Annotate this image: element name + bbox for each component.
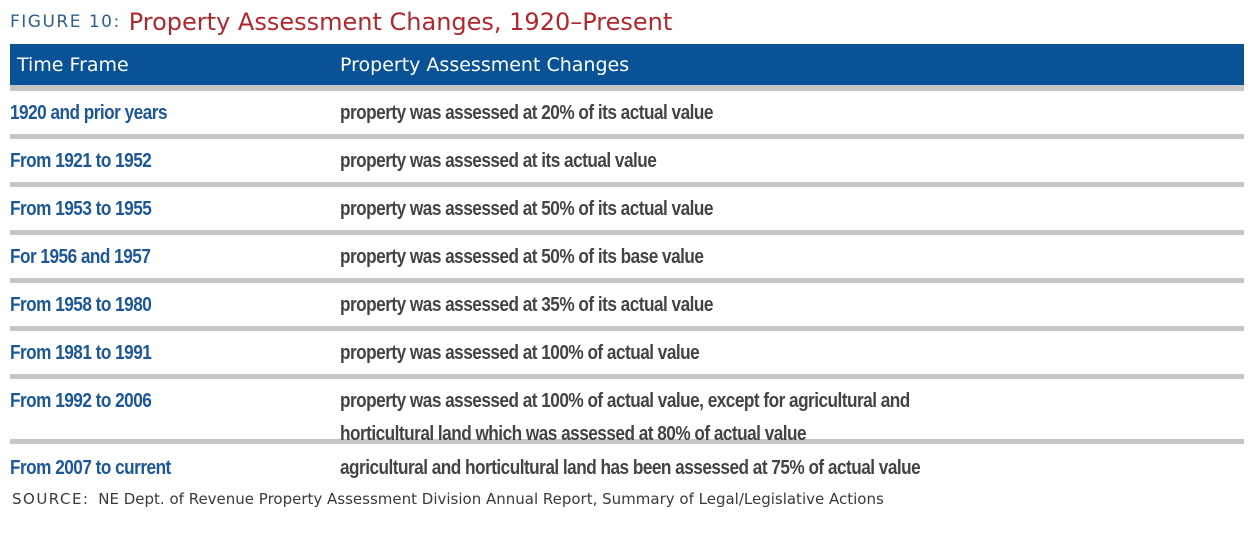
assessment-line: agricultural and horticultural land has … <box>340 457 921 479</box>
header-property-assessment-changes: Property Assessment Changes <box>340 53 630 76</box>
table-row: From 2007 to current agricultural and ho… <box>10 444 1244 488</box>
assessment-line: property was assessed at 100% of actual … <box>340 342 700 364</box>
time-frame-cell: From 1953 to 1955 <box>10 198 152 220</box>
assessment-change-cell: property was assessed at 50% of its base… <box>340 241 704 274</box>
time-frame-cell: For 1956 and 1957 <box>10 246 151 268</box>
source-text: NE Dept. of Revenue Property Assessment … <box>98 490 884 508</box>
time-frame-cell: 1920 and prior years <box>10 102 168 124</box>
assessment-line: property was assessed at 50% of its base… <box>340 246 704 268</box>
assessment-change-cell: property was assessed at 35% of its actu… <box>340 289 713 322</box>
time-frame-cell: From 1921 to 1952 <box>10 150 152 172</box>
header-time-frame: Time Frame <box>17 53 129 76</box>
table-row: From 1958 to 1980 property was assessed … <box>10 283 1244 331</box>
assessment-change-cell: property was assessed at 20% of its actu… <box>340 97 713 130</box>
assessment-change-cell: property was assessed at 100% of actual … <box>340 337 700 370</box>
time-frame-cell: From 1992 to 2006 <box>10 390 152 412</box>
table-row: 1920 and prior years property was assess… <box>10 91 1244 139</box>
time-frame-cell: From 2007 to current <box>10 457 171 479</box>
assessment-change-cell: agricultural and horticultural land has … <box>340 452 921 485</box>
table-row: For 1956 and 1957 property was assessed … <box>10 235 1244 283</box>
assessment-line: horticultural land which was assessed at… <box>340 423 807 445</box>
time-frame-cell: From 1958 to 1980 <box>10 294 152 316</box>
table-row: From 1921 to 1952 property was assessed … <box>10 139 1244 187</box>
assessment-change-cell: property was assessed at its actual valu… <box>340 145 657 178</box>
figure: FIGURE 10: Property Assessment Changes, … <box>10 0 1244 508</box>
assessment-line: property was assessed at 20% of its actu… <box>340 102 713 124</box>
source-note: SOURCE: NE Dept. of Revenue Property Ass… <box>10 490 1244 508</box>
assessment-change-cell: property was assessed at 100% of actual … <box>340 385 910 451</box>
assessment-line: property was assessed at 50% of its actu… <box>340 198 713 220</box>
table-row: From 1981 to 1991 property was assessed … <box>10 331 1244 379</box>
figure-title: FIGURE 10: Property Assessment Changes, … <box>10 0 1244 44</box>
table-header: Time Frame Property Assessment Changes <box>10 44 1244 91</box>
figure-title-text: Property Assessment Changes, 1920–Presen… <box>128 8 673 36</box>
table-row: From 1992 to 2006 property was assessed … <box>10 379 1244 445</box>
assessment-line: property was assessed at its actual valu… <box>340 150 657 172</box>
source-label: SOURCE: <box>12 490 90 508</box>
assessment-line: property was assessed at 35% of its actu… <box>340 294 713 316</box>
time-frame-cell: From 1981 to 1991 <box>10 342 152 364</box>
figure-label: FIGURE 10: <box>10 12 121 32</box>
table-row: From 1953 to 1955 property was assessed … <box>10 187 1244 235</box>
assessment-change-cell: property was assessed at 50% of its actu… <box>340 193 713 226</box>
assessment-line: property was assessed at 100% of actual … <box>340 390 910 412</box>
